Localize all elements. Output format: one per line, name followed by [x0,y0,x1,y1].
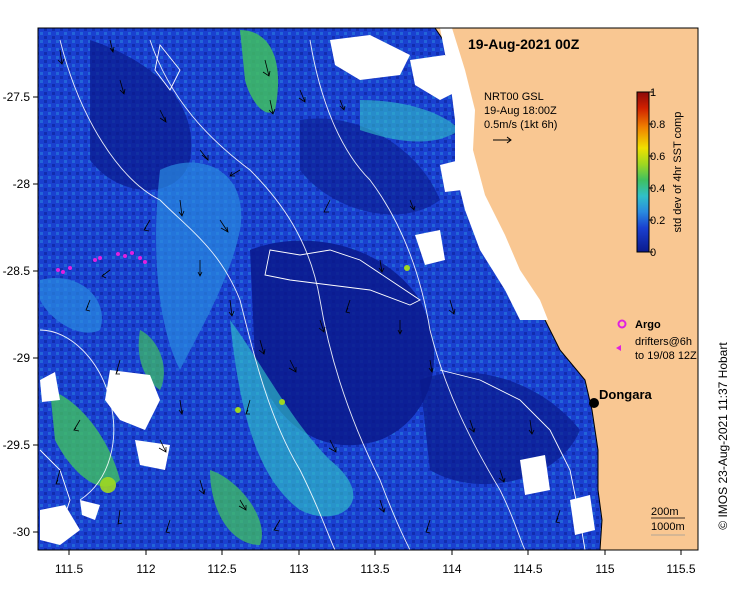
cloud-gap-8 [415,230,445,265]
bathy-contour-3 [309,39,526,550]
colorbar-label: std dev of 4hr SST comp [672,112,684,233]
drifter-tracks [56,251,147,274]
yellow-green-spot [100,477,116,493]
deep-eddy-region [250,240,435,446]
green-patch-southwest [50,390,120,487]
light-filament-1 [156,162,242,370]
depth-label-1000m: 1000m [651,521,685,533]
yellow-green-dot-2 [235,407,241,413]
light-filament-2 [230,320,354,517]
green-patch-north [240,30,279,113]
y-tick-label: -30 [13,525,31,539]
x-tick-label: 115 [595,562,614,576]
colorbar-tick-label: 0.2 [650,215,665,227]
yellow-green-dot-3 [404,265,410,271]
cloud-gap-10 [520,455,550,495]
current-legend-line3: 0.5m/s (1kt 6h) [484,119,557,131]
colorbar-ticks [649,91,653,253]
bathy-contour-6 [264,249,421,306]
x-tick-label: 114.5 [513,562,542,576]
map-title: 19-Aug-2021 00Z [468,36,580,52]
drifter-label-line1: drifters@6h [635,336,692,348]
depth-label-200m: 200m [651,506,679,518]
current-vectors [55,39,561,534]
imos-credit: © IMOS 23-Aug-2021 11:37 Hobart [716,342,730,530]
x-tick-label: 113 [289,562,308,576]
deep-region-north [90,40,192,190]
cloud-gap-3 [40,372,60,402]
deep-region-central [300,118,440,215]
x-tick-label: 115.5 [666,562,695,576]
cloud-gap-5 [80,500,100,520]
colorbar-tick-label: 0 [650,247,656,259]
bathy-contour-7 [439,369,586,550]
bathy-contour-8 [39,449,71,531]
y-tick-label: -29.5 [3,438,31,452]
colorbar-tick-label: 0.6 [650,151,665,163]
colorbar-tick-label: 1 [650,87,656,99]
cloud-gap-4 [40,505,80,545]
cloud-gap-6 [330,35,410,80]
y-tick-label: -27.5 [3,90,31,104]
dongara-label: Dongara [599,387,653,402]
argo-label: Argo [635,319,661,331]
coastal-no-data [440,28,548,320]
drifter-label-line2: to 19/08 12Z [635,350,697,362]
x-tick-label: 113.5 [360,562,389,576]
plot-frame [37,27,699,551]
yellow-green-dot-1 [279,399,285,405]
y-tick-label: -28.5 [3,264,31,278]
light-filament-4 [40,278,102,333]
argo-legend-icon [617,319,627,329]
cloud-gap-2 [135,440,170,470]
axis-ticks [33,96,682,555]
bathy-contour-1 [59,39,336,550]
colorbar [636,91,650,253]
current-scale-arrow [493,136,512,144]
bathy-contour-4 [39,329,115,501]
x-tick-label: 112 [136,562,155,576]
current-legend-line1: NRT00 GSL [484,91,544,103]
light-filament-3 [360,100,460,142]
y-tick-label: -29 [13,351,31,365]
cloud-gap-11 [570,495,595,535]
colorbar-tick-label: 0.8 [650,119,665,131]
bathy-contour-5 [154,43,181,91]
colorbar-tick-label: 0.4 [650,183,665,195]
x-tick-label: 111.5 [55,562,84,576]
bathy-contour-2 [149,39,411,550]
green-patch-west [138,330,164,390]
green-patch-south [210,470,262,545]
x-tick-label: 114 [442,562,461,576]
dongara-marker [589,398,599,408]
drifter-legend-icon [616,345,621,351]
y-tick-label: -28 [13,177,31,191]
x-tick-label: 112.5 [207,562,236,576]
map-plot-area [38,28,698,550]
cloud-gap-1 [105,370,160,430]
current-legend-line2: 19-Aug 18:00Z [484,105,557,117]
